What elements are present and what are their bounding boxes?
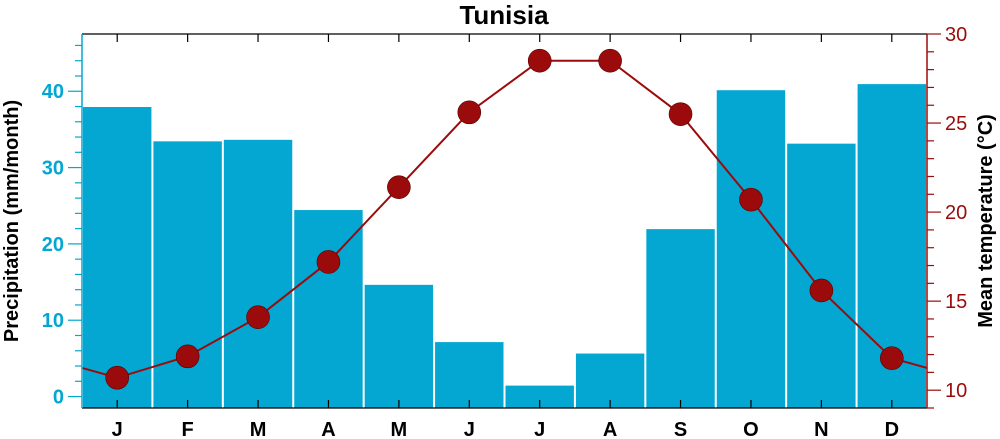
temperature-point-1 <box>105 365 130 390</box>
precip-bar-1 <box>82 106 153 409</box>
temperature-point-8 <box>598 48 622 73</box>
right-tick-label: 30 <box>945 24 967 46</box>
temperature-point-10 <box>739 187 763 212</box>
precip-bar-6 <box>434 341 505 409</box>
temperature-point-12 <box>879 346 904 370</box>
temperature-point-2 <box>175 344 200 369</box>
right-tick-label: 20 <box>945 202 967 224</box>
left-tick-label: 0 <box>53 387 64 409</box>
month-label: J <box>534 419 545 439</box>
y-axis-label-right: Mean temperature (°C) <box>975 114 997 328</box>
precip-bar-5 <box>363 283 435 409</box>
temperature-point-4 <box>316 250 341 274</box>
precip-bar-9 <box>645 228 716 409</box>
temperature-point-7 <box>527 48 552 73</box>
precipitation-bars <box>82 83 927 409</box>
month-label: S <box>674 419 687 439</box>
left-tick-label: 10 <box>42 310 64 332</box>
temperature-point-6 <box>457 100 482 125</box>
month-label: D <box>885 419 899 439</box>
temperature-series-line <box>81 59 928 379</box>
month-label: J <box>112 419 123 439</box>
left-tick-label: 40 <box>42 81 64 103</box>
temperature-point-5 <box>387 175 411 199</box>
precip-bar-11 <box>786 142 857 409</box>
left-axis: 0 10 20 30 40 <box>42 44 82 409</box>
month-label: A <box>321 419 335 439</box>
temperature-point-9 <box>668 102 693 126</box>
plot-frame <box>81 33 928 409</box>
right-axis: 10 15 20 25 30 <box>927 24 967 409</box>
left-tick-label: 30 <box>42 158 64 180</box>
temperature-point-3 <box>246 305 270 329</box>
right-tick-label: 25 <box>945 113 967 135</box>
chart-title: Tunisia <box>459 0 549 30</box>
month-label: N <box>814 419 828 439</box>
y-axis-label-left: Precipitation (mm/month) <box>1 100 23 342</box>
month-label: M <box>250 419 267 439</box>
precip-bar-8 <box>574 352 646 409</box>
temperature-line <box>81 59 928 379</box>
month-label: F <box>182 419 194 439</box>
left-tick-label: 20 <box>42 234 64 256</box>
month-label: M <box>391 419 408 439</box>
month-label: J <box>464 419 475 439</box>
right-tick-label: 10 <box>945 380 967 402</box>
right-tick-label: 15 <box>945 291 967 313</box>
month-label: O <box>743 419 759 439</box>
precip-bar-3 <box>222 138 294 409</box>
month-label: A <box>603 419 617 439</box>
temperature-points <box>105 48 904 390</box>
temperature-point-11 <box>809 278 834 303</box>
precip-bar-10 <box>715 89 787 409</box>
precip-bar-4 <box>293 209 364 409</box>
